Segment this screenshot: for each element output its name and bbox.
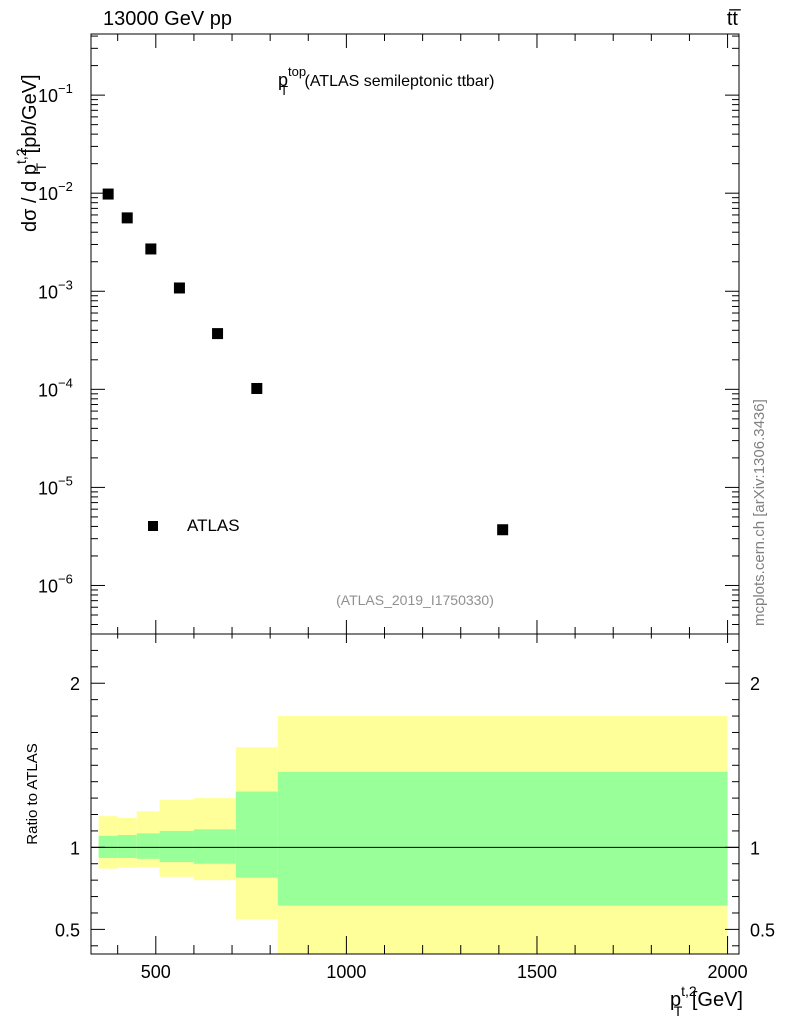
inner-band (159, 830, 194, 863)
legend-marker (148, 521, 158, 531)
x-tick-label: 2000 (708, 962, 748, 982)
data-point (121, 212, 133, 224)
data-point (145, 243, 157, 255)
inner-band (117, 835, 137, 858)
data-points (102, 188, 509, 536)
inner-band (136, 833, 160, 859)
y-tick-label: 10−2 (38, 179, 73, 204)
x-tick-label: 500 (141, 962, 171, 982)
data-point (497, 524, 509, 536)
ratio-y-tick-label-right: 2 (750, 674, 760, 694)
x-tick-label: 1500 (517, 962, 557, 982)
side-label: mcplots.cern.ch [arXiv:1306.3436] (751, 399, 768, 626)
ratio-y-tick-label-right: 0.5 (750, 920, 775, 940)
y-tick-label: 10−6 (38, 571, 73, 596)
data-point (212, 328, 224, 340)
x-axis-label: pt,2 T [GeV] (670, 983, 743, 1019)
ratio-y-tick-label: 1 (70, 838, 80, 858)
y-tick-label: 10−1 (38, 81, 73, 106)
ratio-y-tick-label: 2 (70, 674, 80, 694)
inner-band (235, 791, 278, 878)
main-axis-ticks: 10−1 10−2 10−3 10−4 10−5 10−6 (38, 34, 739, 634)
ratio-panel: 0.5 0.5 1 1 2 2 500 1000 1500 2000 Ratio to ATLAS… (24, 633, 775, 1019)
ratio-y-tick-label: 0.5 (55, 920, 80, 940)
data-point (251, 382, 263, 394)
legend-label: ATLAS (187, 516, 240, 535)
ratio-axis-ticks: 0.5 0.5 1 1 2 2 500 1000 1500 2000 (55, 633, 775, 982)
legend: ATLAS (148, 516, 240, 535)
inner-band (277, 771, 728, 906)
ratio-frame (90, 633, 740, 955)
ratio-y-label: Ratio to ATLAS (24, 743, 41, 844)
data-point (102, 188, 114, 200)
x-tick-label: 1000 (326, 962, 366, 982)
inner-band (193, 829, 236, 864)
analysis-watermark: (ATLAS_2019_I1750330) (336, 592, 494, 608)
energy-label: 13000 GeV pp (103, 8, 232, 30)
y-tick-label: 10−4 (38, 375, 73, 400)
y-tick-label: 10−3 (38, 277, 73, 302)
ratio-y-tick-label-right: 1 (750, 838, 760, 858)
main-title: ptop T (ATLAS semileptonic ttbar) (278, 64, 494, 98)
process-label: tt̅ (727, 8, 741, 30)
ratio-uncertainty-bands (98, 716, 728, 954)
main-frame (90, 33, 740, 635)
data-point (173, 282, 185, 294)
y-axis-label: dσ / d pt,2T [pb/GeV] (13, 74, 49, 232)
y-tick-label: 10−5 (38, 473, 73, 498)
main-panel: 10−1 10−2 10−3 10−4 10−5 10−6 ptop T (ATLAS se… (13, 33, 740, 635)
